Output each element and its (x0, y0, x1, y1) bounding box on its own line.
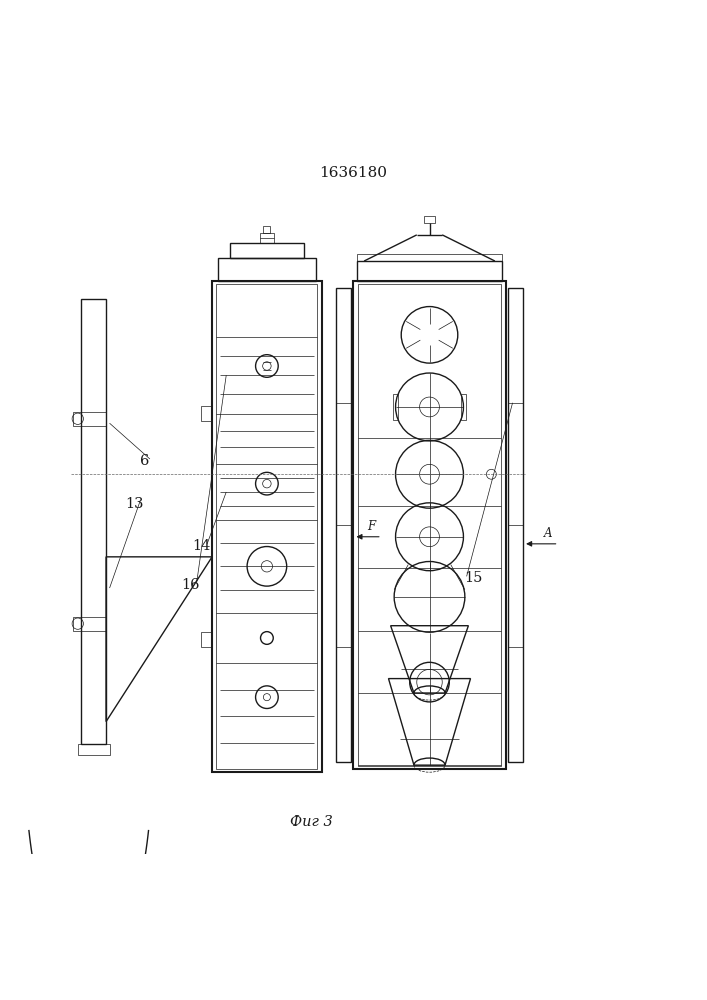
Text: Фиг 3: Фиг 3 (290, 815, 332, 829)
Bar (218, 258, 316, 281)
Bar (423, 216, 435, 223)
Bar (73, 412, 106, 426)
Bar (263, 226, 270, 233)
Bar (336, 288, 351, 762)
Text: A: A (544, 527, 552, 540)
Bar (230, 243, 304, 258)
Bar (354, 281, 506, 769)
Bar (358, 284, 501, 766)
Text: 6: 6 (140, 454, 150, 468)
Text: 16: 16 (182, 578, 200, 592)
Bar (393, 394, 397, 420)
Bar (508, 288, 523, 762)
Bar (259, 233, 274, 243)
Text: F: F (367, 520, 375, 533)
Bar (201, 406, 212, 421)
Bar (73, 617, 106, 631)
Bar (81, 299, 106, 744)
Bar (78, 744, 110, 755)
Bar (357, 261, 502, 281)
Text: 1636180: 1636180 (320, 166, 387, 180)
Bar (461, 394, 466, 420)
Text: 13: 13 (125, 497, 144, 511)
Bar (357, 254, 502, 261)
Text: 14: 14 (192, 539, 211, 553)
Bar (216, 284, 317, 769)
Bar (212, 281, 322, 772)
Text: 15: 15 (464, 571, 483, 585)
Bar (201, 632, 212, 647)
